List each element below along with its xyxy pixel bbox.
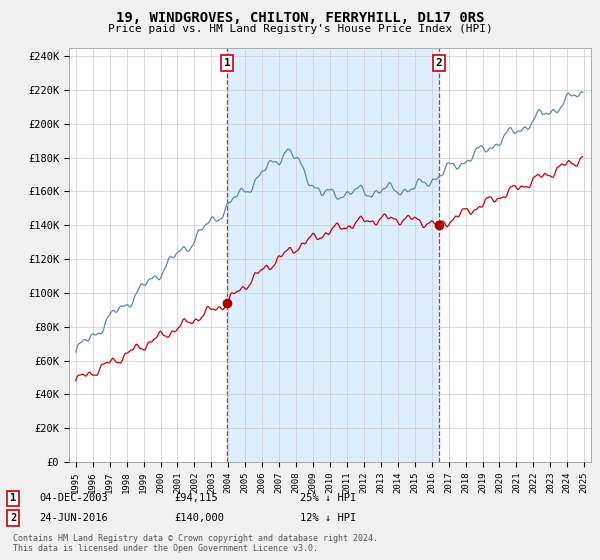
- Text: Contains HM Land Registry data © Crown copyright and database right 2024.: Contains HM Land Registry data © Crown c…: [13, 534, 378, 543]
- Bar: [227, 48, 439, 462]
- Text: This data is licensed under the Open Government Licence v3.0.: This data is licensed under the Open Gov…: [13, 544, 318, 553]
- Text: 2: 2: [436, 58, 442, 68]
- Text: 04-DEC-2003: 04-DEC-2003: [39, 493, 108, 503]
- Text: 1: 1: [224, 58, 230, 68]
- Text: Price paid vs. HM Land Registry's House Price Index (HPI): Price paid vs. HM Land Registry's House …: [107, 24, 493, 34]
- Text: £94,115: £94,115: [174, 493, 218, 503]
- Text: 25% ↓ HPI: 25% ↓ HPI: [300, 493, 356, 503]
- Text: 2: 2: [10, 513, 16, 523]
- Text: 24-JUN-2016: 24-JUN-2016: [39, 513, 108, 523]
- Text: 12% ↓ HPI: 12% ↓ HPI: [300, 513, 356, 523]
- Text: 19, WINDGROVES, CHILTON, FERRYHILL, DL17 0RS: 19, WINDGROVES, CHILTON, FERRYHILL, DL17…: [116, 11, 484, 25]
- Text: 1: 1: [10, 493, 16, 503]
- Text: £140,000: £140,000: [174, 513, 224, 523]
